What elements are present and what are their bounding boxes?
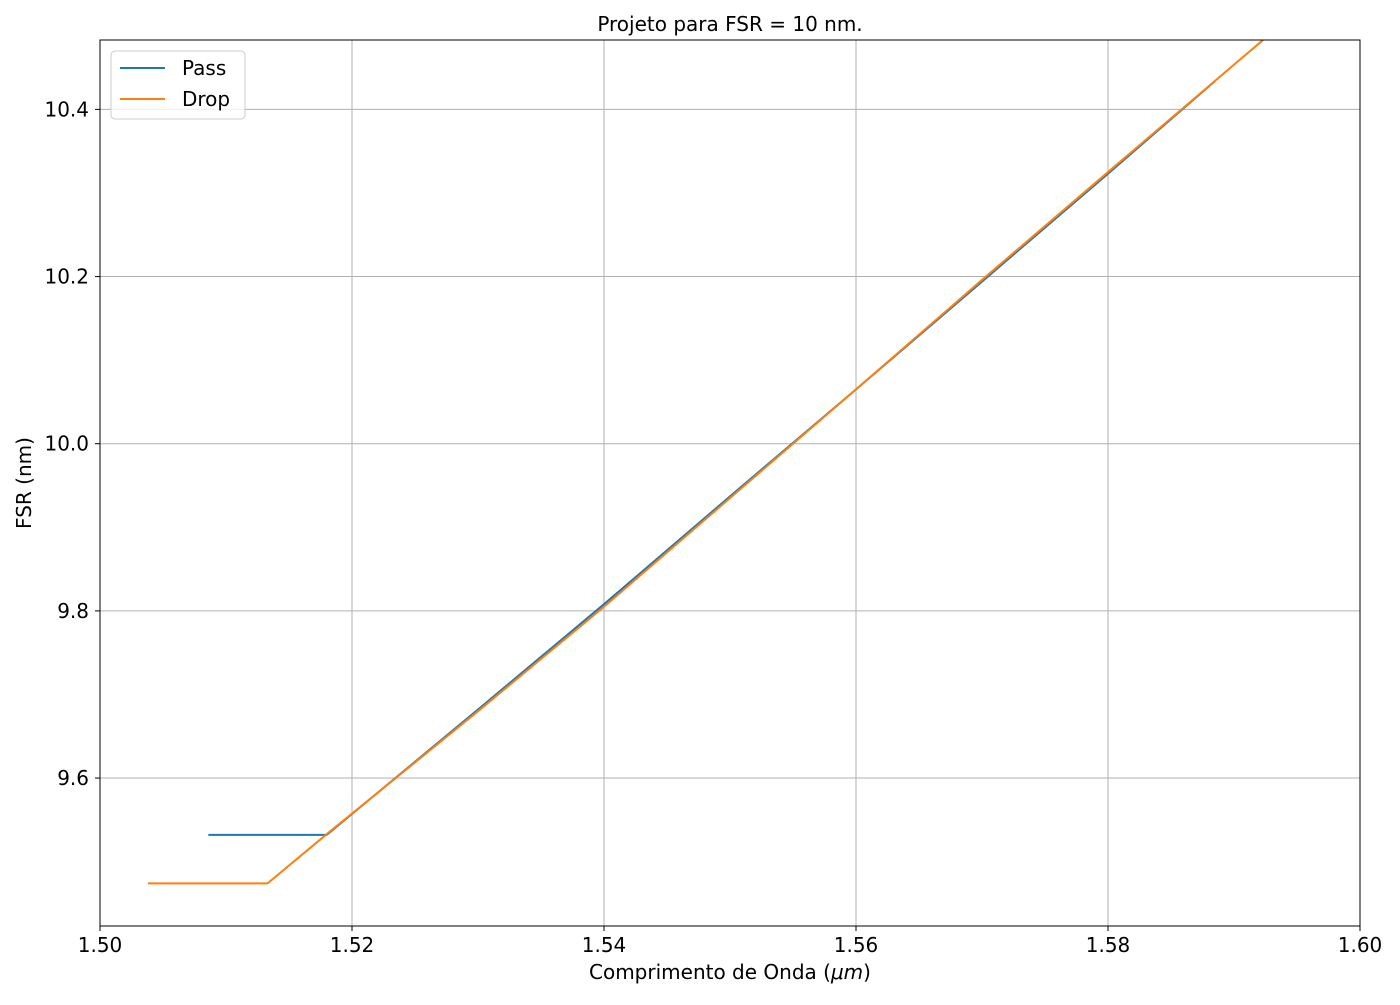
x-axis-label-prefix: Comprimento de Onda ( (589, 960, 831, 984)
chart-title: Projeto para FSR = 10 nm. (597, 12, 862, 36)
series-line-drop (147, 40, 1264, 885)
x-tick-label: 1.60 (1338, 933, 1383, 957)
y-tick-label: 9.6 (57, 766, 89, 790)
x-tick-label: 1.58 (1086, 933, 1131, 957)
x-axis-label: Comprimento de Onda (μm) (589, 960, 871, 984)
legend-label-drop: Drop (182, 87, 230, 111)
tick-layer: 1.50 1.52 1.54 1.56 1.58 1.60 9.6 9.8 10.0 10.2 10… (44, 97, 1382, 957)
y-tick-label: 10.4 (44, 97, 89, 121)
x-axis-label-unit: μm (830, 960, 863, 984)
y-tick-label: 10.0 (44, 432, 89, 456)
x-tick-label: 1.54 (582, 933, 627, 957)
legend: Pass Drop (110, 50, 246, 120)
x-tick-label: 1.52 (330, 933, 375, 957)
y-tick-label: 9.8 (57, 599, 89, 623)
legend-label-pass: Pass (182, 56, 226, 80)
y-axis-label: FSR (nm) (12, 437, 36, 529)
x-tick-label: 1.50 (78, 933, 123, 957)
x-tick-label: 1.56 (834, 933, 879, 957)
plot-frame (99, 39, 1361, 927)
series-layer (147, 40, 1264, 885)
x-axis-label-suffix: ) (863, 960, 871, 984)
y-tick-label: 10.2 (44, 265, 89, 289)
